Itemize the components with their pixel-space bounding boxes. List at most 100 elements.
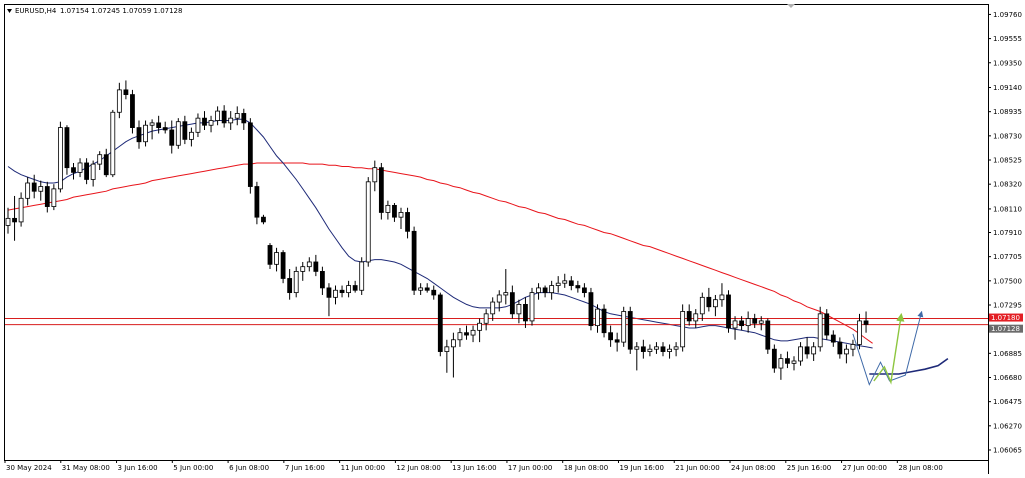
candle <box>660 342 666 357</box>
candle-body <box>208 120 214 126</box>
candle-body <box>359 261 365 291</box>
scroll-marker-icon[interactable] <box>787 4 795 8</box>
candle <box>97 151 103 171</box>
price-tick-label: 1.08320 <box>993 181 1022 189</box>
candle-body <box>418 287 424 291</box>
price-tick-label: 1.06885 <box>993 350 1022 358</box>
candle-body <box>483 313 489 324</box>
candle <box>693 309 699 328</box>
price-tick-label: 1.08525 <box>993 157 1022 165</box>
price-tick-label: 1.08110 <box>993 205 1022 213</box>
candle <box>51 184 57 211</box>
candle <box>549 280 555 300</box>
candle <box>175 118 181 149</box>
candle <box>221 105 227 128</box>
price-tick-label: 1.06270 <box>993 422 1022 430</box>
candle <box>706 287 712 312</box>
candle-body <box>234 113 240 119</box>
candle-body <box>431 289 437 296</box>
candle <box>824 309 830 340</box>
candle <box>509 285 515 319</box>
price-tick-label: 1.07500 <box>993 277 1022 285</box>
candle-body <box>287 278 293 294</box>
candle <box>300 261 306 281</box>
candle <box>90 160 96 187</box>
candle <box>149 119 155 140</box>
candle-body <box>673 346 679 350</box>
candle <box>719 283 725 307</box>
candle-body <box>614 339 620 343</box>
candle-body <box>765 320 771 350</box>
candle <box>621 306 627 347</box>
candle <box>470 325 476 343</box>
candle <box>811 342 817 361</box>
candle-body <box>378 167 384 213</box>
candle-body <box>686 311 692 322</box>
projection-drawings <box>852 310 949 386</box>
candle-body <box>588 292 594 327</box>
candle-body <box>739 320 744 327</box>
candle <box>169 120 175 154</box>
candle <box>110 109 116 178</box>
candle <box>713 294 718 317</box>
candle <box>405 207 410 239</box>
candle-body <box>575 285 581 289</box>
candle <box>752 313 758 328</box>
candle-body <box>647 348 653 352</box>
candle-body <box>844 348 849 355</box>
candle-body <box>752 318 758 324</box>
price-tick-label: 1.09350 <box>993 59 1022 67</box>
candle-body <box>863 320 869 325</box>
candle <box>123 80 129 100</box>
candle-body <box>5 217 11 226</box>
price-tick-label: 1.06475 <box>993 398 1022 406</box>
candle <box>444 339 450 373</box>
candle-body <box>778 358 784 369</box>
candle <box>319 266 325 295</box>
candle-body <box>25 182 31 199</box>
time-tick-label: 21 Jun 00:00 <box>675 464 719 472</box>
candle-body <box>804 346 810 355</box>
time-tick-label: 31 May 08:00 <box>62 464 110 472</box>
candle <box>601 304 607 338</box>
candle-body <box>398 212 404 218</box>
candle <box>634 342 640 371</box>
candle-body <box>280 252 286 279</box>
candle-body <box>156 122 162 128</box>
candle-body <box>319 270 325 289</box>
price-axis: 1.09760 1.09555 1.09350 1.09140 1.08935 1.087… <box>988 11 1022 454</box>
candle-body <box>424 287 430 291</box>
candle <box>516 299 522 324</box>
ohlc-readout: 1.07154 1.07245 1.07059 1.07128 <box>60 7 182 15</box>
candle-body <box>850 344 856 350</box>
candle <box>44 181 50 213</box>
candle-body <box>365 181 371 263</box>
candle <box>844 344 849 364</box>
candle-body <box>824 313 830 336</box>
candle-body <box>680 311 686 348</box>
candle <box>202 111 207 130</box>
candle <box>18 192 24 227</box>
candle-body <box>523 304 528 322</box>
candle <box>490 297 496 321</box>
candle-body <box>300 266 306 272</box>
time-tick-label: 11 Jun 00:00 <box>341 464 385 472</box>
candle-body <box>130 94 135 128</box>
candle <box>765 318 771 354</box>
price-tick-label: 1.07910 <box>993 229 1022 237</box>
candle <box>365 177 371 267</box>
price-tick-label: 1.08730 <box>993 132 1022 140</box>
candle <box>640 339 646 359</box>
candle-body <box>71 167 76 173</box>
symbol-dropdown-icon[interactable] <box>7 9 12 13</box>
candle-body <box>706 296 712 308</box>
candle-body <box>313 261 319 272</box>
candle <box>863 311 869 333</box>
candle <box>359 257 365 295</box>
candle-body <box>555 282 561 286</box>
candle-body <box>503 292 509 296</box>
candle-body <box>660 346 666 352</box>
candle <box>392 203 397 222</box>
candle <box>339 285 345 298</box>
